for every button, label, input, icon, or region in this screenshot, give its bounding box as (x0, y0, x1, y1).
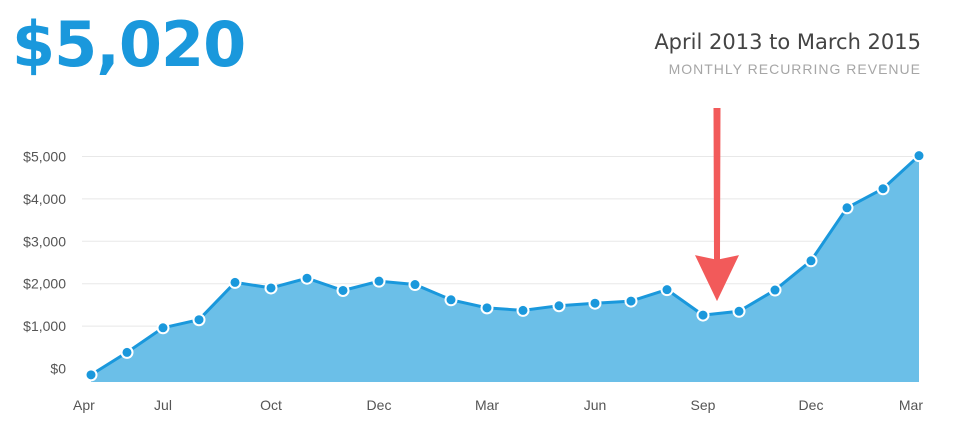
data-point (372, 274, 386, 288)
data-point (228, 275, 242, 289)
y-tick-label: $1,000 (23, 318, 66, 334)
date-range: April 2013 to March 2015 (654, 30, 921, 54)
data-point (408, 278, 422, 292)
data-point (156, 321, 170, 335)
data-point (768, 283, 782, 297)
data-point (588, 296, 602, 310)
x-tick-label: Jun (584, 397, 607, 413)
revenue-line (90, 154, 921, 377)
data-point (660, 283, 674, 297)
x-tick-label: Apr (73, 397, 95, 413)
data-point (840, 201, 854, 215)
data-point (336, 283, 350, 297)
x-axis: Apr Jul Oct Dec Mar Jun Sep Dec Mar (73, 397, 923, 413)
data-point (732, 304, 746, 318)
data-point (804, 254, 818, 268)
y-tick-label: $2,000 (23, 276, 66, 292)
data-point (444, 293, 458, 307)
y-tick-label: $0 (50, 361, 66, 377)
chart-header: April 2013 to March 2015 MONTHLY RECURRI… (654, 30, 921, 77)
x-tick-label: Oct (260, 397, 282, 413)
data-points (84, 149, 926, 382)
x-tick-label: Dec (367, 397, 392, 413)
annotation-arrow (695, 108, 739, 302)
data-point (192, 313, 206, 327)
x-tick-label: Jul (154, 397, 172, 413)
x-tick-label: Mar (475, 397, 499, 413)
x-tick-label: Mar (899, 397, 923, 413)
data-point (876, 182, 890, 196)
data-point (696, 308, 710, 322)
total-revenue: $5,020 (12, 8, 246, 81)
data-point (552, 299, 566, 313)
metric-label: MONTHLY RECURRING REVENUE (668, 61, 921, 78)
y-tick-label: $5,000 (23, 149, 66, 165)
data-point (516, 303, 530, 317)
arrow-shape (695, 108, 739, 302)
data-point (624, 294, 638, 308)
y-axis: $0 $1,000 $2,000 $3,000 $4,000 $5,000 (23, 149, 66, 377)
y-tick-label: $4,000 (23, 191, 66, 207)
x-tick-label: Sep (691, 397, 716, 413)
x-tick-label: Dec (799, 397, 824, 413)
revenue-area (91, 155, 919, 382)
data-point (120, 345, 134, 359)
y-tick-label: $3,000 (23, 233, 66, 249)
data-point (264, 281, 278, 295)
data-point (480, 301, 494, 315)
data-point (300, 271, 314, 285)
data-point (84, 368, 98, 382)
data-point (912, 149, 926, 163)
